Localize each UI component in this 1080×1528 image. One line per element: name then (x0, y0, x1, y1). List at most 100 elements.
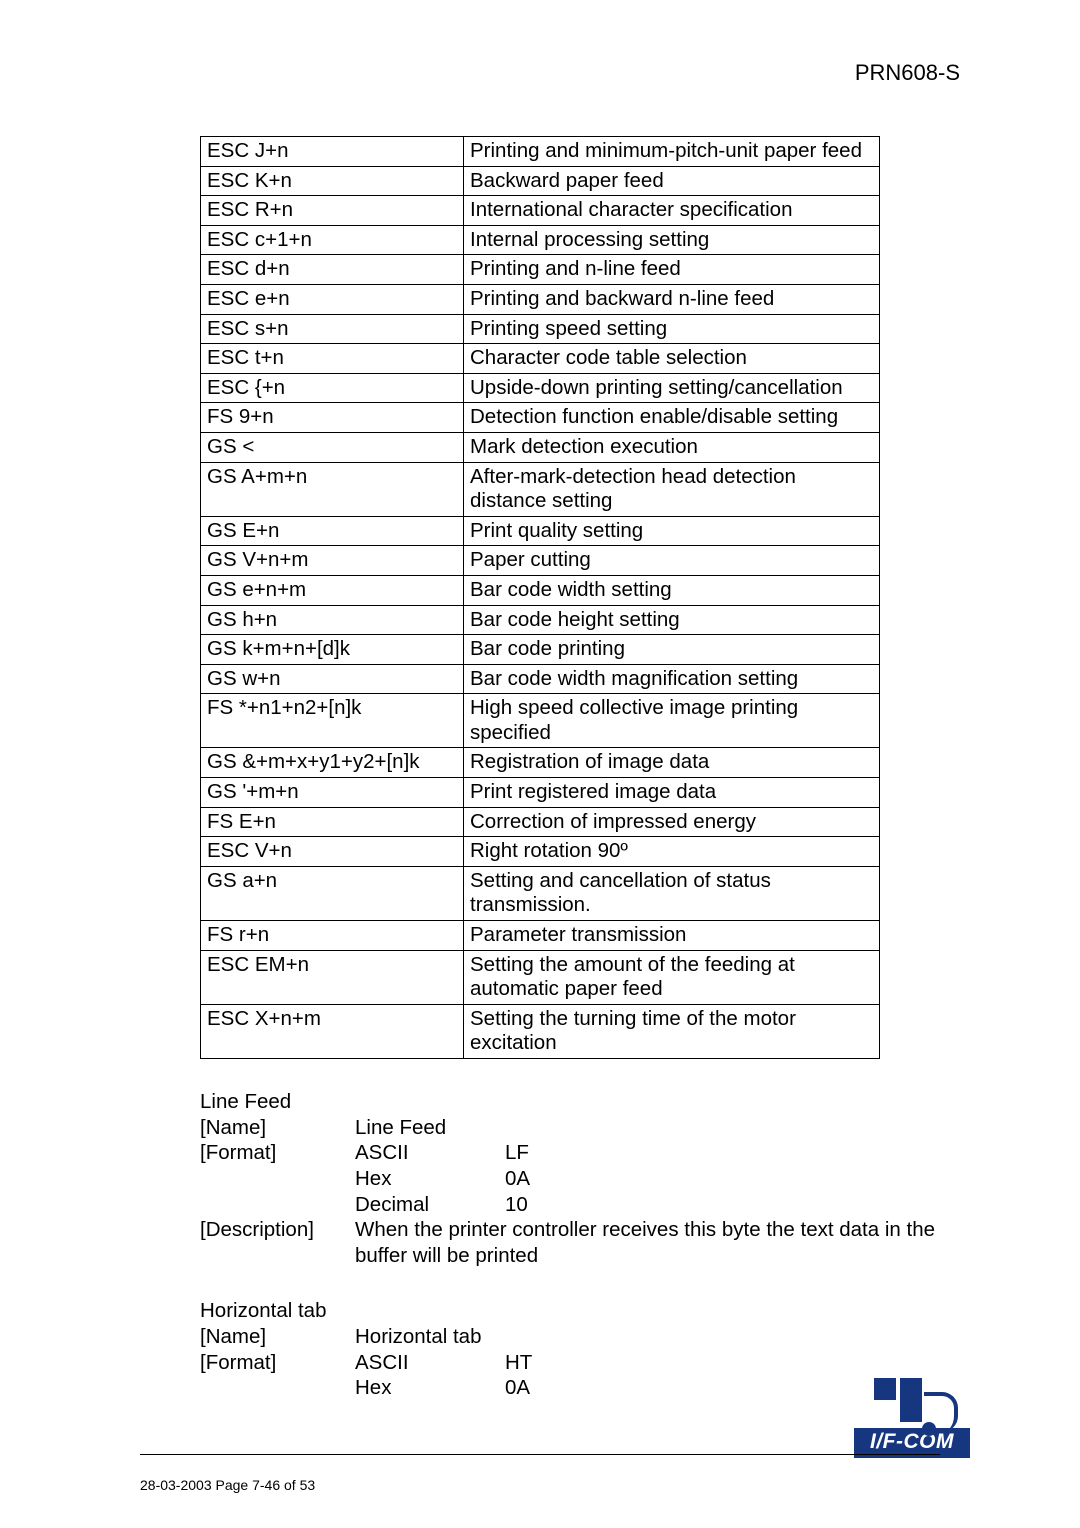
command-cell: ESC J+n (201, 137, 464, 167)
description-cell: Mark detection execution (464, 432, 880, 462)
command-cell: FS r+n (201, 921, 464, 951)
description-cell: Internal processing setting (464, 225, 880, 255)
table-row: GS E+nPrint quality setting (201, 516, 880, 546)
table-row: ESC EM+nSetting the amount of the feedin… (201, 950, 880, 1004)
name-label: [Name] (200, 1324, 355, 1350)
description-cell: Printing and minimum-pitch-unit paper fe… (464, 137, 880, 167)
description-cell: Backward paper feed (464, 166, 880, 196)
table-row: ESC t+nCharacter code table selection (201, 344, 880, 374)
page: PRN608-S ESC J+nPrinting and minimum-pit… (0, 0, 1080, 1528)
command-cell: ESC R+n (201, 196, 464, 226)
command-cell: GS h+n (201, 605, 464, 635)
table-row: GS A+m+nAfter-mark-detection head detect… (201, 462, 880, 516)
table-row: ESC c+1+nInternal processing setting (201, 225, 880, 255)
command-cell: GS e+n+m (201, 575, 464, 605)
table-row: GS <Mark detection execution (201, 432, 880, 462)
line-feed-title: Line Feed (200, 1089, 291, 1115)
command-cell: GS '+m+n (201, 778, 464, 808)
command-cell: ESC s+n (201, 314, 464, 344)
command-cell: ESC X+n+m (201, 1004, 464, 1058)
table-row: ESC R+nInternational character specifica… (201, 196, 880, 226)
ascii-label: ASCII (355, 1350, 505, 1376)
description-label: [Description] (200, 1217, 355, 1268)
decimal-value: 10 (505, 1192, 528, 1218)
command-cell: FS 9+n (201, 403, 464, 433)
description-cell: Registration of image data (464, 748, 880, 778)
description-cell: Upside-down printing setting/cancellatio… (464, 373, 880, 403)
hex-label: Hex (355, 1375, 505, 1401)
command-cell: ESC EM+n (201, 950, 464, 1004)
table-row: GS V+n+mPaper cutting (201, 546, 880, 576)
description-value: When the printer controller receives thi… (355, 1217, 970, 1268)
command-cell: GS E+n (201, 516, 464, 546)
command-cell: GS &+m+x+y1+y2+[n]k (201, 748, 464, 778)
command-table: ESC J+nPrinting and minimum-pitch-unit p… (200, 136, 880, 1059)
table-row: ESC V+nRight rotation 90º (201, 837, 880, 867)
description-cell: High speed collective image printing spe… (464, 694, 880, 748)
command-cell: GS a+n (201, 866, 464, 920)
description-cell: Bar code height setting (464, 605, 880, 635)
description-cell: Setting and cancellation of status trans… (464, 866, 880, 920)
format-label: [Format] (200, 1350, 355, 1376)
command-cell: GS < (201, 432, 464, 462)
description-cell: Print quality setting (464, 516, 880, 546)
logo-graphic (874, 1378, 952, 1422)
command-cell: ESC V+n (201, 837, 464, 867)
table-row: GS k+m+n+[d]kBar code printing (201, 635, 880, 665)
table-row: GS w+nBar code width magnification setti… (201, 664, 880, 694)
description-cell: Character code table selection (464, 344, 880, 374)
horizontal-tab-title: Horizontal tab (200, 1298, 326, 1324)
description-cell: Right rotation 90º (464, 837, 880, 867)
command-cell: GS A+m+n (201, 462, 464, 516)
footer-divider (140, 1454, 940, 1455)
description-cell: International character specification (464, 196, 880, 226)
table-row: GS a+nSetting and cancellation of status… (201, 866, 880, 920)
ascii-value: HT (505, 1350, 532, 1376)
command-cell: GS w+n (201, 664, 464, 694)
command-cell: ESC d+n (201, 255, 464, 285)
table-row: FS *+n1+n2+[n]kHigh speed collective ima… (201, 694, 880, 748)
decimal-label: Decimal (355, 1192, 505, 1218)
header-model: PRN608-S (140, 60, 960, 86)
description-cell: Setting the amount of the feeding at aut… (464, 950, 880, 1004)
description-cell: Printing and n-line feed (464, 255, 880, 285)
command-cell: ESC c+1+n (201, 225, 464, 255)
description-cell: Parameter transmission (464, 921, 880, 951)
description-cell: Printing and backward n-line feed (464, 284, 880, 314)
format-label: [Format] (200, 1140, 355, 1166)
description-cell: Bar code width magnification setting (464, 664, 880, 694)
command-cell: ESC t+n (201, 344, 464, 374)
name-value: Horizontal tab (355, 1324, 481, 1350)
table-row: ESC s+nPrinting speed setting (201, 314, 880, 344)
table-row: ESC K+nBackward paper feed (201, 166, 880, 196)
table-row: ESC d+nPrinting and n-line feed (201, 255, 880, 285)
command-cell: ESC e+n (201, 284, 464, 314)
table-row: GS '+m+nPrint registered image data (201, 778, 880, 808)
command-cell: FS E+n (201, 807, 464, 837)
table-row: GS h+nBar code height setting (201, 605, 880, 635)
command-cell: ESC K+n (201, 166, 464, 196)
command-cell: GS V+n+m (201, 546, 464, 576)
command-cell: FS *+n1+n2+[n]k (201, 694, 464, 748)
table-row: GS e+n+mBar code width setting (201, 575, 880, 605)
command-cell: ESC {+n (201, 373, 464, 403)
table-row: ESC J+nPrinting and minimum-pitch-unit p… (201, 137, 880, 167)
description-cell: Correction of impressed energy (464, 807, 880, 837)
description-cell: Printing speed setting (464, 314, 880, 344)
logo: I/F-COM (854, 1378, 970, 1458)
hex-label: Hex (355, 1166, 505, 1192)
table-row: ESC {+nUpside-down printing setting/canc… (201, 373, 880, 403)
description-cell: After-mark-detection head detection dist… (464, 462, 880, 516)
description-cell: Bar code width setting (464, 575, 880, 605)
ascii-label: ASCII (355, 1140, 505, 1166)
table-row: ESC X+n+mSetting the turning time of the… (201, 1004, 880, 1058)
description-cell: Bar code printing (464, 635, 880, 665)
table-row: GS &+m+x+y1+y2+[n]kRegistration of image… (201, 748, 880, 778)
hex-value: 0A (505, 1375, 530, 1401)
name-value: Line Feed (355, 1115, 446, 1141)
table-row: ESC e+nPrinting and backward n-line feed (201, 284, 880, 314)
table-row: FS 9+nDetection function enable/disable … (201, 403, 880, 433)
description-cell: Setting the turning time of the motor ex… (464, 1004, 880, 1058)
description-cell: Paper cutting (464, 546, 880, 576)
hex-value: 0A (505, 1166, 530, 1192)
